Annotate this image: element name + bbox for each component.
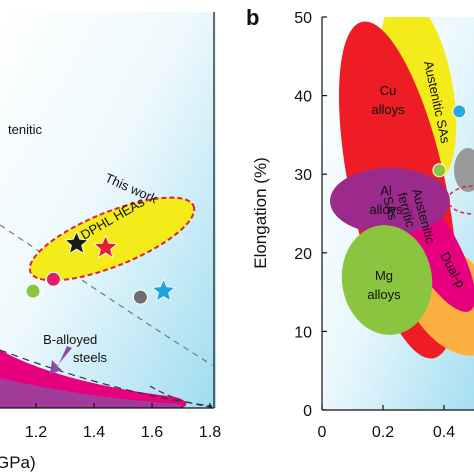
x-tick-label: 1.2 — [25, 424, 47, 441]
boron-steel-dash-boundary — [149, 385, 213, 408]
y-tick-label: 10 — [294, 324, 312, 341]
dashed-highlight-region — [447, 185, 474, 215]
al-alloys-region — [330, 168, 450, 234]
lower-dashed-trend — [0, 349, 213, 407]
panel-b-y-axis-label: Elongation (%) — [251, 157, 270, 269]
star-marker — [93, 234, 118, 259]
x-tick-label: 0 — [318, 424, 327, 441]
mg-alloys-region — [341, 225, 433, 335]
panel-b-points — [432, 104, 467, 178]
region-label-al-alloys: Al alloys — [369, 183, 403, 217]
panel-a-points — [25, 230, 176, 305]
x-tick-label: 0.2 — [372, 424, 394, 441]
x-tick-label: 1.4 — [83, 424, 105, 441]
panel-a-x-ticks: 1.2 1.4 1.6 1.8 — [25, 403, 221, 441]
star-marker — [151, 278, 176, 302]
region-label-cu-alloys: Cu alloys — [371, 83, 405, 117]
b-alloyed-steels-arrow — [50, 346, 72, 374]
dphl-heas-region — [28, 196, 196, 282]
circle-marker — [132, 289, 148, 305]
panel-a-x-axis-label: GPa) — [0, 453, 36, 472]
star-marker — [64, 230, 89, 255]
y-tick-label: 50 — [294, 10, 312, 27]
x-tick-label: 1.8 — [199, 424, 221, 441]
region-label-b-alloyed-steels: B-alloyed steels — [43, 332, 107, 365]
panel-a: tenitic This work DPHL HEAs B-alloyed st… — [0, 12, 221, 472]
panel-b-y-ticks: 0 10 20 30 40 50 — [294, 10, 327, 420]
y-tick-label: 40 — [294, 89, 312, 106]
circle-marker — [452, 104, 467, 119]
region-label-mg-alloys: Mg alloys — [367, 268, 401, 302]
upper-dashed-trend — [0, 224, 213, 366]
y-tick-label: 0 — [303, 403, 312, 420]
x-tick-label: 1.6 — [141, 424, 163, 441]
boron-steel-region — [0, 378, 182, 408]
panel-b-x-ticks: 0 0.2 0.4 — [318, 405, 455, 441]
circle-marker — [432, 163, 447, 178]
grey-region — [454, 148, 474, 192]
circle-marker — [45, 271, 61, 287]
x-tick-label: 0.4 — [433, 424, 455, 441]
panel-b-regions — [330, 17, 474, 359]
y-tick-label: 20 — [294, 246, 312, 263]
circle-marker — [25, 283, 41, 299]
panel-b-label: b — [246, 5, 259, 30]
region-label-austenitic: tenitic — [8, 122, 42, 137]
panel-b: b Cu alloys Austenitic SAs Al alloys Auste… — [246, 5, 474, 441]
y-tick-label: 30 — [294, 167, 312, 184]
panel-a-regions — [0, 196, 213, 408]
